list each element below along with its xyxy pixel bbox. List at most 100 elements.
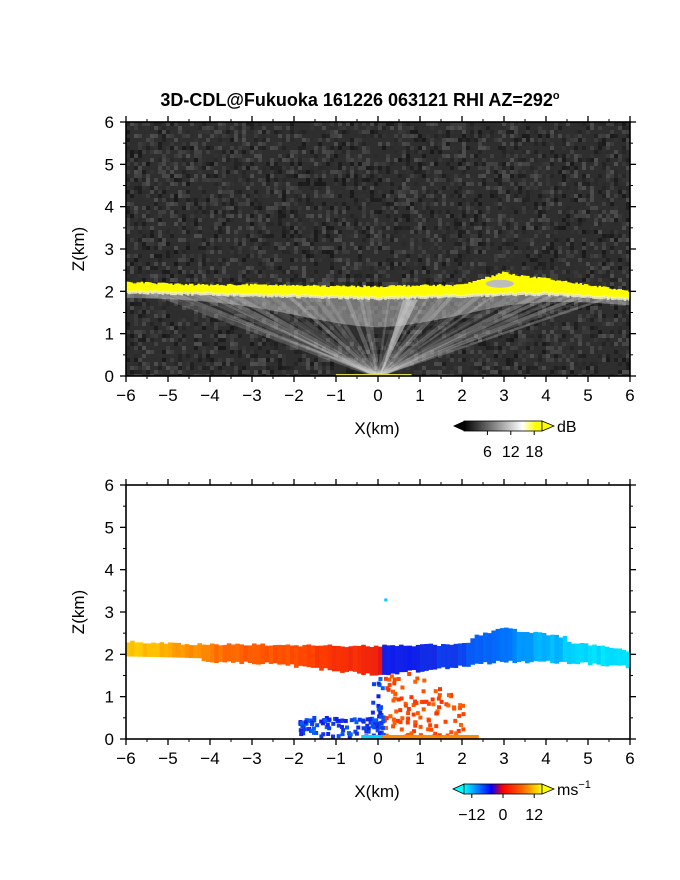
noise-pixel [158, 346, 162, 350]
noise-pixel [166, 178, 170, 182]
layer-edge [273, 293, 276, 297]
noise-pixel [486, 246, 490, 250]
noise-pixel [414, 326, 418, 330]
layer-column [546, 278, 549, 293]
layer-edge [176, 291, 179, 295]
noise-pixel [178, 270, 182, 274]
noise-pixel [214, 282, 218, 286]
noise-pixel [218, 214, 222, 218]
noise-pixel [438, 334, 442, 338]
noise-pixel [410, 242, 414, 246]
noise-pixel [474, 234, 478, 238]
noise-pixel [446, 154, 450, 158]
noise-pixel [454, 334, 458, 338]
noise-pixel [530, 258, 534, 262]
noise-pixel [134, 314, 138, 318]
noise-pixel [406, 154, 410, 158]
noise-pixel [302, 254, 306, 258]
noise-pixel [306, 158, 310, 162]
noise-pixel [510, 302, 514, 306]
noise-pixel [186, 262, 190, 266]
noise-pixel [394, 306, 398, 310]
noise-pixel [290, 130, 294, 134]
noise-pixel [342, 370, 346, 374]
noise-pixel [274, 130, 278, 134]
noise-pixel [390, 326, 394, 330]
noise-pixel [626, 310, 630, 314]
layer-edge [178, 291, 181, 295]
noise-pixel [190, 150, 194, 154]
noise-pixel [154, 294, 158, 298]
noise-pixel [446, 302, 450, 306]
noise-pixel [326, 318, 330, 322]
noise-pixel [578, 158, 582, 162]
layer-column [144, 281, 148, 293]
noise-pixel [382, 162, 386, 166]
noise-pixel [438, 246, 442, 250]
noise-pixel [390, 250, 394, 254]
noise-pixel [174, 330, 178, 334]
noise-pixel [426, 166, 430, 170]
noise-pixel [322, 166, 326, 170]
noise-pixel [514, 270, 518, 274]
noise-pixel [254, 322, 258, 326]
noise-pixel [322, 250, 326, 254]
noise-pixel [250, 254, 254, 258]
noise-pixel [362, 122, 366, 126]
noise-pixel [438, 218, 442, 222]
noise-pixel [246, 314, 250, 318]
noise-pixel [166, 350, 170, 354]
noise-pixel [174, 182, 178, 186]
noise-pixel [606, 154, 610, 158]
layer-column [478, 279, 482, 295]
noise-pixel [594, 334, 598, 338]
noise-pixel [374, 154, 378, 158]
noise-pixel [594, 366, 598, 370]
noise-pixel [250, 122, 254, 126]
noise-pixel [162, 206, 166, 210]
noise-pixel [254, 270, 258, 274]
noise-pixel [510, 234, 514, 238]
noise-pixel [526, 222, 530, 226]
noise-pixel [294, 214, 298, 218]
noise-pixel [522, 218, 526, 222]
noise-pixel [150, 330, 154, 334]
noise-pixel [534, 158, 538, 162]
noise-pixel [358, 306, 362, 310]
noise-pixel [250, 174, 254, 178]
layer-edge [361, 296, 364, 300]
noise-pixel [466, 270, 470, 274]
noise-pixel [554, 278, 558, 282]
noise-pixel [310, 258, 314, 262]
noise-pixel [494, 362, 498, 366]
noise-pixel [370, 310, 374, 314]
noise-pixel [454, 122, 458, 126]
layer-edge [567, 294, 570, 298]
noise-pixel [166, 134, 170, 138]
noise-pixel [298, 358, 302, 362]
noise-pixel [138, 150, 142, 154]
noise-pixel [318, 138, 322, 142]
noise-pixel [470, 346, 474, 350]
noise-pixel [326, 298, 330, 302]
noise-pixel [126, 230, 130, 234]
noise-pixel [410, 274, 414, 278]
noise-pixel [238, 250, 242, 254]
noise-pixel [486, 170, 490, 174]
noise-pixel [550, 142, 554, 146]
noise-pixel [510, 270, 514, 274]
layer-column [224, 285, 228, 295]
noise-pixel [474, 366, 478, 370]
layer-edge [220, 292, 223, 296]
noise-pixel [294, 246, 298, 250]
layer-edge [592, 295, 595, 299]
noise-pixel [402, 214, 406, 218]
noise-pixel [582, 178, 586, 182]
noise-pixel [442, 198, 446, 202]
noise-pixel [318, 162, 322, 166]
noise-pixel [626, 266, 630, 270]
noise-pixel [502, 166, 506, 170]
noise-pixel [346, 274, 350, 278]
noise-pixel [158, 142, 162, 146]
noise-pixel [526, 306, 530, 310]
